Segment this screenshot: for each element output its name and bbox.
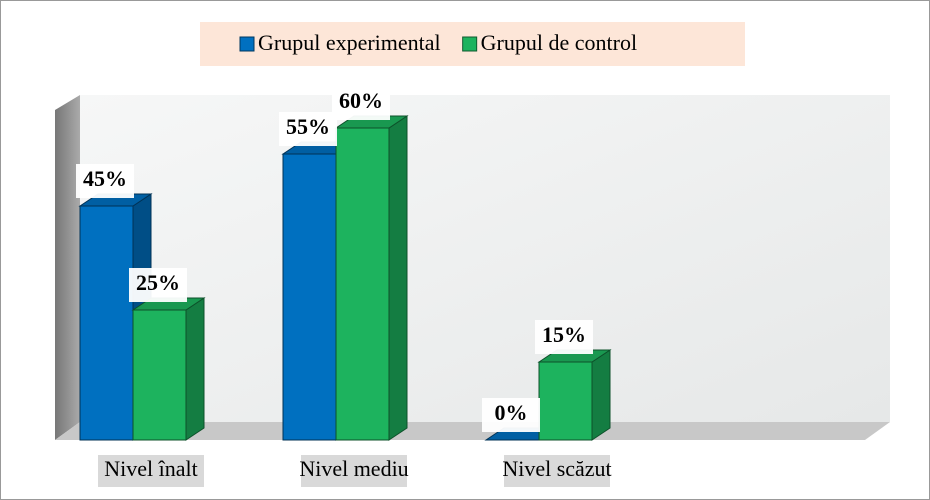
legend-swatch bbox=[239, 36, 255, 52]
data-label-bg bbox=[76, 164, 134, 198]
bar-side bbox=[185, 297, 205, 441]
bar bbox=[131, 297, 206, 441]
category-bg bbox=[301, 455, 407, 487]
bar-front bbox=[538, 361, 593, 441]
data-label: 15% bbox=[542, 322, 586, 347]
x-tick-label: Nivel mediu bbox=[299, 456, 408, 481]
data-label-bg bbox=[482, 398, 540, 432]
bar-side bbox=[591, 349, 611, 441]
bar-front bbox=[132, 309, 187, 441]
data-label: 45% bbox=[83, 166, 127, 191]
bar-front bbox=[282, 153, 337, 441]
data-label: 25% bbox=[136, 270, 180, 295]
bar-front bbox=[335, 127, 390, 441]
data-label: 60% bbox=[339, 88, 383, 113]
side-wall bbox=[55, 95, 80, 440]
data-label-bg bbox=[129, 268, 187, 302]
category-bg bbox=[504, 455, 610, 487]
category-bg bbox=[98, 455, 204, 487]
bar bbox=[334, 115, 409, 441]
legend-label: Grupul de control bbox=[481, 30, 637, 55]
floor bbox=[55, 422, 890, 440]
legend-swatch bbox=[462, 36, 478, 52]
legend-label: Grupul experimental bbox=[258, 30, 441, 55]
data-label: 55% bbox=[286, 114, 330, 139]
bar bbox=[537, 349, 612, 441]
legend: Grupul experimental Grupul de control bbox=[239, 30, 637, 55]
bars bbox=[78, 115, 612, 441]
bar-front bbox=[79, 205, 134, 441]
data-label-bg bbox=[279, 112, 337, 146]
x-tick-label: Nivel scăzut bbox=[502, 456, 611, 481]
data-label: 0% bbox=[495, 400, 528, 425]
x-tick-label: Nivel înalt bbox=[104, 456, 197, 481]
data-label-bg bbox=[332, 86, 390, 120]
bar-side bbox=[388, 115, 408, 441]
data-label-bg bbox=[535, 320, 593, 354]
